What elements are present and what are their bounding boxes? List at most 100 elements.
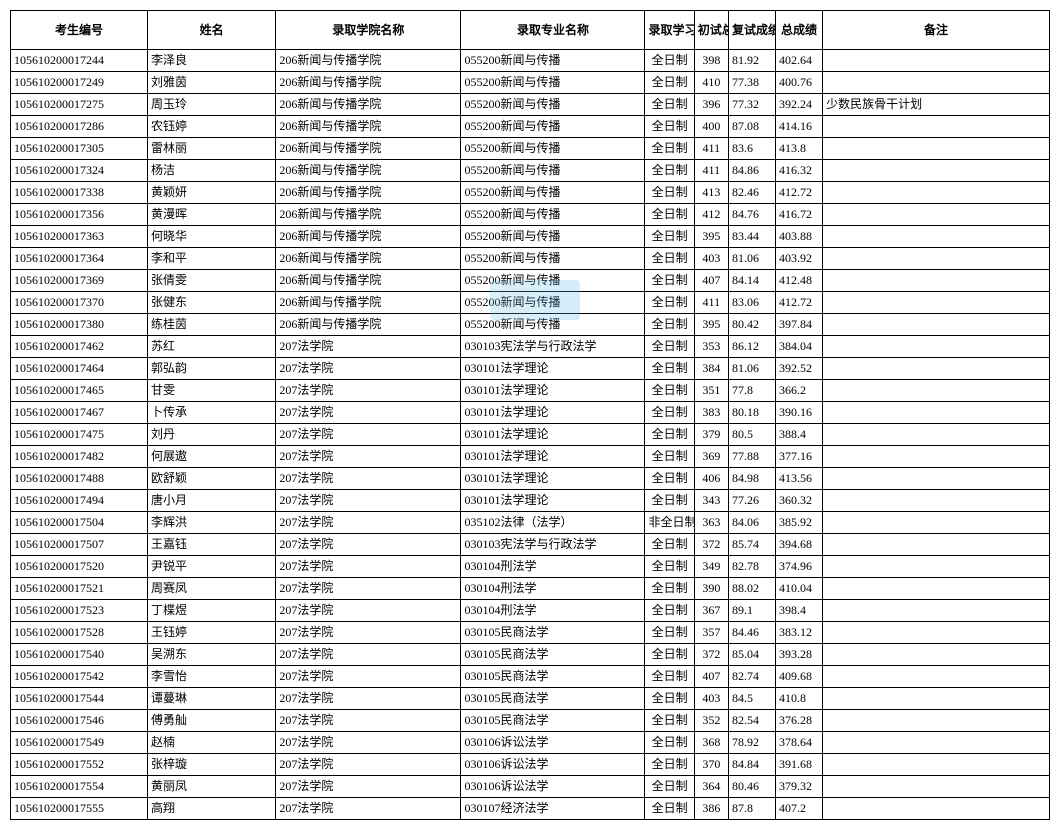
table-cell [823, 776, 1050, 798]
table-cell: 张健东 [147, 292, 275, 314]
table-cell: 403.92 [776, 248, 823, 270]
table-cell: 379.32 [776, 776, 823, 798]
table-row: 105610200017544谭蔓琳207法学院030105民商法学全日制403… [11, 688, 1050, 710]
table-cell [823, 358, 1050, 380]
table-row: 105610200017356黄漫晖206新闻与传播学院055200新闻与传播全… [11, 204, 1050, 226]
table-cell: 黄丽凤 [147, 776, 275, 798]
table-cell [823, 50, 1050, 72]
table-cell: 411 [694, 160, 728, 182]
table-cell: 周赛凤 [147, 578, 275, 600]
table-cell [823, 336, 1050, 358]
table-cell: 105610200017482 [11, 446, 148, 468]
table-cell: 81.06 [728, 248, 775, 270]
table-cell: 全日制 [645, 270, 694, 292]
table-cell: 82.78 [728, 556, 775, 578]
table-cell: 030101法学理论 [461, 446, 645, 468]
table-cell: 全日制 [645, 138, 694, 160]
table-row: 105610200017528王钰婷207法学院030105民商法学全日制357… [11, 622, 1050, 644]
table-cell: 030104刑法学 [461, 556, 645, 578]
table-cell: 030106诉讼法学 [461, 776, 645, 798]
table-cell: 409.68 [776, 666, 823, 688]
table-cell: 407.2 [776, 798, 823, 820]
table-cell [823, 468, 1050, 490]
table-cell: 030106诉讼法学 [461, 732, 645, 754]
table-cell: 105610200017464 [11, 358, 148, 380]
table-cell: 055200新闻与传播 [461, 138, 645, 160]
table-cell [823, 578, 1050, 600]
table-cell: 403 [694, 248, 728, 270]
table-row: 105610200017364李和平206新闻与传播学院055200新闻与传播全… [11, 248, 1050, 270]
table-cell: 402.64 [776, 50, 823, 72]
table-cell: 雷林丽 [147, 138, 275, 160]
table-cell: 黄漫晖 [147, 204, 275, 226]
table-cell: 全日制 [645, 754, 694, 776]
table-cell: 055200新闻与传播 [461, 270, 645, 292]
table-cell: 吴溯东 [147, 644, 275, 666]
table-cell: 207法学院 [276, 578, 461, 600]
table-cell: 全日制 [645, 50, 694, 72]
table-cell: 378.64 [776, 732, 823, 754]
table-cell: 055200新闻与传播 [461, 248, 645, 270]
table-cell: 全日制 [645, 446, 694, 468]
table-cell: 030101法学理论 [461, 468, 645, 490]
table-cell: 105610200017364 [11, 248, 148, 270]
table-cell: 非全日制 [645, 512, 694, 534]
table-cell: 416.72 [776, 204, 823, 226]
table-cell: 406 [694, 468, 728, 490]
table-cell: 030104刑法学 [461, 578, 645, 600]
table-cell: 何展遨 [147, 446, 275, 468]
table-cell: 80.18 [728, 402, 775, 424]
table-cell: 206新闻与传播学院 [276, 116, 461, 138]
table-row: 105610200017369张倩雯206新闻与传播学院055200新闻与传播全… [11, 270, 1050, 292]
table-cell: 055200新闻与传播 [461, 72, 645, 94]
table-cell: 207法学院 [276, 336, 461, 358]
table-cell: 李泽良 [147, 50, 275, 72]
header-college: 录取学院名称 [276, 11, 461, 50]
table-cell: 全日制 [645, 732, 694, 754]
table-cell: 412.72 [776, 292, 823, 314]
table-row: 105610200017467卜传承207法学院030101法学理论全日制383… [11, 402, 1050, 424]
table-cell: 403.88 [776, 226, 823, 248]
table-cell: 练桂茵 [147, 314, 275, 336]
table-cell: 377.16 [776, 446, 823, 468]
table-cell: 055200新闻与传播 [461, 314, 645, 336]
table-cell: 尹锐平 [147, 556, 275, 578]
table-cell [823, 732, 1050, 754]
table-cell: 105610200017507 [11, 534, 148, 556]
table-row: 105610200017507王嘉钰207法学院030103宪法学与行政法学全日… [11, 534, 1050, 556]
header-init: 初试总分 [694, 11, 728, 50]
table-cell [823, 534, 1050, 556]
table-cell: 80.5 [728, 424, 775, 446]
table-cell: 全日制 [645, 402, 694, 424]
table-row: 105610200017549赵楠207法学院030106诉讼法学全日制3687… [11, 732, 1050, 754]
table-cell [823, 644, 1050, 666]
table-cell: 全日制 [645, 666, 694, 688]
table-cell: 84.76 [728, 204, 775, 226]
table-cell: 全日制 [645, 578, 694, 600]
table-cell: 055200新闻与传播 [461, 160, 645, 182]
table-cell: 207法学院 [276, 600, 461, 622]
table-cell: 206新闻与传播学院 [276, 50, 461, 72]
table-cell: 413.56 [776, 468, 823, 490]
table-cell [823, 380, 1050, 402]
table-cell: 李和平 [147, 248, 275, 270]
table-cell: 390.16 [776, 402, 823, 424]
table-cell: 105610200017552 [11, 754, 148, 776]
table-cell: 84.14 [728, 270, 775, 292]
table-cell: 412.72 [776, 182, 823, 204]
table-row: 105610200017275周玉玲206新闻与传播学院055200新闻与传播全… [11, 94, 1050, 116]
table-cell: 105610200017244 [11, 50, 148, 72]
table-cell: 206新闻与传播学院 [276, 270, 461, 292]
table-cell: 全日制 [645, 490, 694, 512]
table-row: 105610200017465甘雯207法学院030101法学理论全日制3517… [11, 380, 1050, 402]
table-cell: 刘雅茵 [147, 72, 275, 94]
table-cell [823, 666, 1050, 688]
table-cell: 207法学院 [276, 688, 461, 710]
table-cell: 398.4 [776, 600, 823, 622]
table-cell: 86.12 [728, 336, 775, 358]
table-cell: 80.46 [728, 776, 775, 798]
table-cell: 85.04 [728, 644, 775, 666]
table-cell: 全日制 [645, 468, 694, 490]
table-cell: 366.2 [776, 380, 823, 402]
table-cell [823, 182, 1050, 204]
